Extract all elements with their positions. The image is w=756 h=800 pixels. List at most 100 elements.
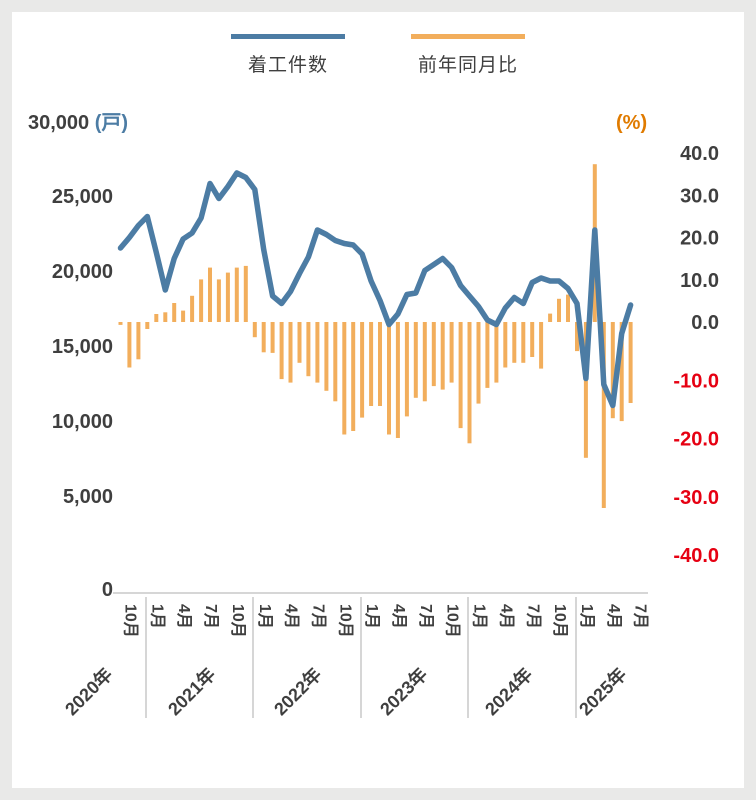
month-tick-label: 4月 <box>283 604 301 629</box>
left-axis-header: 30,000 (戸) <box>28 106 128 135</box>
left-axis-tick: 15,000 <box>52 336 113 358</box>
yoy-bar <box>297 322 302 363</box>
yoy-bar <box>378 322 382 406</box>
yoy-bar <box>449 322 454 383</box>
yoy-bar <box>566 294 570 322</box>
yoy-bar <box>342 322 347 435</box>
right-axis-tick: 40.0 <box>680 143 719 165</box>
yoy-bar <box>360 322 365 418</box>
legend-item-line: 着工件数 <box>226 34 350 77</box>
right-axis-tick: 30.0 <box>680 185 719 207</box>
yoy-bar <box>494 322 499 383</box>
month-tick-label: 7月 <box>309 604 327 629</box>
month-tick-label: 1月 <box>256 604 274 629</box>
month-tick-label: 10月 <box>551 604 569 638</box>
yoy-bar <box>252 322 257 338</box>
yoy-bar <box>270 322 275 353</box>
legend-item-bar: 前年同月比 <box>406 34 530 77</box>
yoy-bar <box>306 322 311 377</box>
month-tick-label: 4月 <box>390 604 408 629</box>
yoy-bar <box>145 322 150 329</box>
left-axis-tick: 25,000 <box>52 186 113 208</box>
month-tick-label: 7月 <box>417 604 435 629</box>
month-tick-label: 10月 <box>122 604 140 638</box>
yoy-bar <box>601 322 606 508</box>
right-axis-tick: -10.0 <box>673 370 719 392</box>
year-label: 2024年 <box>480 663 536 719</box>
bar-series-swatch-icon <box>411 34 525 39</box>
yoy-bar <box>548 313 553 322</box>
year-label: 2020年 <box>60 663 116 719</box>
left-axis-top-tick: 30,000 <box>28 112 90 134</box>
yoy-bar <box>395 322 400 438</box>
yoy-bar <box>467 322 472 444</box>
left-axis-tick: 10,000 <box>52 411 113 433</box>
month-tick-label: 10月 <box>444 604 462 638</box>
month-tick-label: 10月 <box>336 604 354 638</box>
right-axis-tick: -40.0 <box>673 545 719 567</box>
left-axis-tick: 0 <box>102 579 113 601</box>
month-tick-label: 4月 <box>175 604 193 629</box>
month-tick-label: 10月 <box>229 604 247 638</box>
legend-label-line: 着工件数 <box>247 55 328 76</box>
yoy-bar <box>476 322 481 404</box>
yoy-bar <box>422 322 427 402</box>
year-label: 2025年 <box>574 663 630 719</box>
right-axis-tick: -30.0 <box>673 487 719 509</box>
yoy-bar <box>413 322 418 398</box>
year-label: 2021年 <box>163 663 219 719</box>
yoy-bar <box>199 279 204 322</box>
yoy-bar <box>190 295 195 322</box>
yoy-bar <box>530 322 535 357</box>
right-axis-unit-label: (%) <box>616 112 648 134</box>
yoy-bar <box>458 322 463 429</box>
yoy-bar <box>503 322 508 368</box>
left-axis-tick: 20,000 <box>52 261 113 283</box>
yoy-bar <box>333 322 338 402</box>
yoy-bar <box>288 322 293 383</box>
yoy-bar <box>172 303 177 322</box>
month-tick-label: 7月 <box>524 604 542 629</box>
yoy-bar <box>234 267 239 322</box>
yoy-bar <box>557 298 561 322</box>
month-tick-label: 4月 <box>497 604 515 629</box>
month-tick-label: 1月 <box>471 604 489 629</box>
month-tick-label: 7月 <box>202 604 220 629</box>
line-series-swatch-icon <box>231 34 345 39</box>
year-label: 2022年 <box>269 663 325 719</box>
yoy-bar <box>216 279 221 322</box>
yoy-bar <box>575 322 579 352</box>
right-axis-tick: -20.0 <box>673 429 719 451</box>
legend-label-bar: 前年同月比 <box>417 55 518 76</box>
yoy-bar <box>521 322 526 363</box>
yoy-bar <box>387 322 391 435</box>
starts-line <box>117 170 634 409</box>
yoy-bar <box>208 267 212 322</box>
year-label: 2023年 <box>375 663 431 719</box>
yoy-bar <box>118 322 123 325</box>
month-tick-label: 1月 <box>578 604 596 629</box>
yoy-bar <box>261 322 266 353</box>
yoy-bar <box>315 322 320 383</box>
yoy-bar <box>485 322 490 388</box>
yoy-bar <box>369 322 374 406</box>
month-tick-label: 1月 <box>363 604 381 629</box>
month-tick-label: 1月 <box>148 604 166 629</box>
right-axis-tick: 20.0 <box>680 228 719 250</box>
yoy-bar <box>127 322 132 368</box>
month-tick-label: 7月 <box>632 604 650 629</box>
right-axis-tick: 0.0 <box>691 312 719 334</box>
yoy-bar <box>431 322 436 387</box>
yoy-bar <box>512 322 517 363</box>
left-axis-unit-label: (戸) <box>94 112 129 134</box>
yoy-bar <box>154 314 159 322</box>
right-axis-tick: 10.0 <box>680 270 719 292</box>
yoy-bar <box>279 322 284 380</box>
yoy-bar <box>136 322 141 360</box>
yoy-bar <box>404 322 409 417</box>
yoy-bar <box>628 322 633 403</box>
yoy-bar <box>610 322 615 419</box>
month-tick-label: 4月 <box>605 604 623 629</box>
yoy-bar <box>243 265 248 322</box>
